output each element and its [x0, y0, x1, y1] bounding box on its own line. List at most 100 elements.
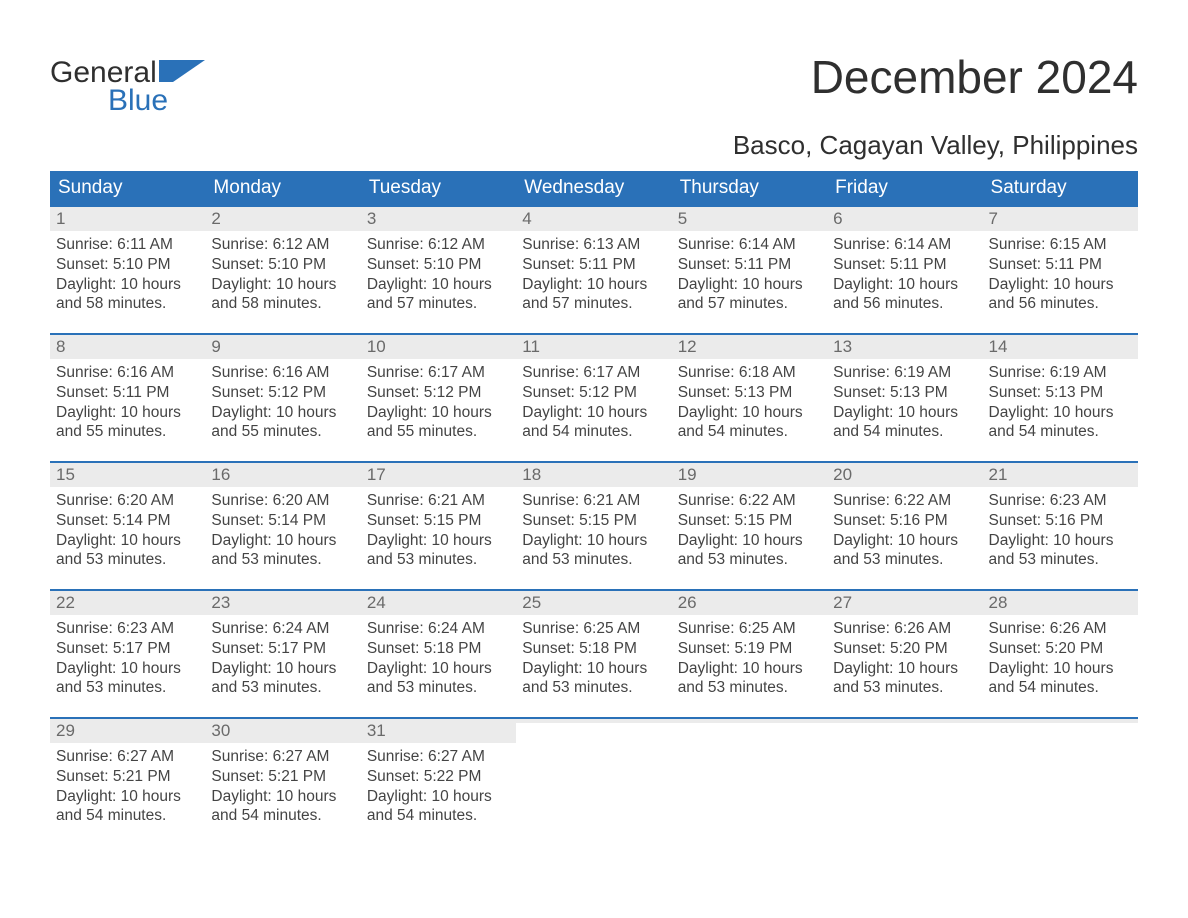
sunrise-text: Sunrise: 6:21 AM: [522, 491, 667, 511]
day-number: 18: [522, 465, 541, 484]
calendar-day-cell: [672, 719, 827, 845]
day-number: 9: [211, 337, 220, 356]
day-number-bar: 21: [983, 463, 1138, 487]
calendar-day-cell: 24Sunrise: 6:24 AMSunset: 5:18 PMDayligh…: [361, 591, 516, 717]
sunset-text: Sunset: 5:11 PM: [989, 255, 1134, 275]
day-body: Sunrise: 6:16 AMSunset: 5:12 PMDaylight:…: [205, 359, 360, 446]
daylight-text: Daylight: 10 hours and 56 minutes.: [833, 275, 978, 315]
sunrise-text: Sunrise: 6:16 AM: [211, 363, 356, 383]
day-body: Sunrise: 6:21 AMSunset: 5:15 PMDaylight:…: [516, 487, 671, 574]
day-body: Sunrise: 6:17 AMSunset: 5:12 PMDaylight:…: [361, 359, 516, 446]
calendar-day-cell: 21 Sunrise: 6:23 AMSunset: 5:16 PMDayligh…: [983, 463, 1138, 589]
sunrise-text: Sunrise: 6:17 AM: [522, 363, 667, 383]
day-body: [983, 723, 1138, 731]
day-number: 13: [833, 337, 852, 356]
day-number: 29: [56, 721, 75, 740]
daylight-text: Daylight: 10 hours and 54 minutes.: [211, 787, 356, 827]
day-number: 26: [678, 593, 697, 612]
day-body: Sunrise: 6:14 AMSunset: 5:11 PMDaylight:…: [827, 231, 982, 318]
sunset-text: Sunset: 5:15 PM: [522, 511, 667, 531]
day-number: 10: [367, 337, 386, 356]
daylight-text: Daylight: 10 hours and 54 minutes.: [522, 403, 667, 443]
day-body: [827, 723, 982, 731]
sunset-text: Sunset: 5:10 PM: [56, 255, 201, 275]
day-number: 25: [522, 593, 541, 612]
day-number: 8: [56, 337, 65, 356]
day-number-bar: 11: [516, 335, 671, 359]
sunset-text: Sunset: 5:14 PM: [211, 511, 356, 531]
sunset-text: Sunset: 5:10 PM: [211, 255, 356, 275]
sunrise-text: Sunrise: 6:23 AM: [989, 491, 1134, 511]
day-number-bar: 15: [50, 463, 205, 487]
day-number: 24: [367, 593, 386, 612]
day-number-bar: 7: [983, 207, 1138, 231]
sunset-text: Sunset: 5:15 PM: [678, 511, 823, 531]
day-number: 3: [367, 209, 376, 228]
calendar-header-row: Sunday Monday Tuesday Wednesday Thursday…: [50, 171, 1138, 205]
sunrise-text: Sunrise: 6:26 AM: [833, 619, 978, 639]
day-number-bar: 2: [205, 207, 360, 231]
sunrise-text: Sunrise: 6:14 AM: [678, 235, 823, 255]
daylight-text: Daylight: 10 hours and 53 minutes.: [833, 659, 978, 699]
calendar-day-cell: 9 Sunrise: 6:16 AMSunset: 5:12 PMDaylight…: [205, 335, 360, 461]
day-number-bar: 24: [361, 591, 516, 615]
day-number-bar: 22: [50, 591, 205, 615]
calendar-day-cell: 31Sunrise: 6:27 AMSunset: 5:22 PMDayligh…: [361, 719, 516, 845]
calendar-day-cell: 28Sunrise: 6:26 AMSunset: 5:20 PMDayligh…: [983, 591, 1138, 717]
day-number-bar: 28: [983, 591, 1138, 615]
daylight-text: Daylight: 10 hours and 55 minutes.: [211, 403, 356, 443]
day-number: 30: [211, 721, 230, 740]
col-tuesday: Tuesday: [361, 171, 516, 205]
daylight-text: Daylight: 10 hours and 53 minutes.: [989, 531, 1134, 571]
day-number: 14: [989, 337, 1008, 356]
day-number-bar: 8: [50, 335, 205, 359]
sunset-text: Sunset: 5:12 PM: [211, 383, 356, 403]
day-body: Sunrise: 6:12 AMSunset: 5:10 PMDaylight:…: [205, 231, 360, 318]
sunset-text: Sunset: 5:11 PM: [522, 255, 667, 275]
page-title: December 2024: [811, 50, 1138, 104]
day-body: [516, 723, 671, 731]
calendar-day-cell: 11Sunrise: 6:17 AMSunset: 5:12 PMDayligh…: [516, 335, 671, 461]
day-number-bar: 16: [205, 463, 360, 487]
brand-logo: General Blue: [50, 38, 205, 116]
sunset-text: Sunset: 5:21 PM: [56, 767, 201, 787]
sunrise-text: Sunrise: 6:22 AM: [833, 491, 978, 511]
sunset-text: Sunset: 5:20 PM: [989, 639, 1134, 659]
day-number-bar: 6: [827, 207, 982, 231]
day-number: 4: [522, 209, 531, 228]
sunrise-text: Sunrise: 6:23 AM: [56, 619, 201, 639]
day-body: [672, 723, 827, 731]
day-number: 23: [211, 593, 230, 612]
calendar-day-cell: [516, 719, 671, 845]
daylight-text: Daylight: 10 hours and 57 minutes.: [678, 275, 823, 315]
day-number: 12: [678, 337, 697, 356]
day-number-bar: 18: [516, 463, 671, 487]
daylight-text: Daylight: 10 hours and 53 minutes.: [678, 659, 823, 699]
sunset-text: Sunset: 5:16 PM: [989, 511, 1134, 531]
day-number: 31: [367, 721, 386, 740]
sunset-text: Sunset: 5:10 PM: [367, 255, 512, 275]
sunrise-text: Sunrise: 6:14 AM: [833, 235, 978, 255]
calendar-day-cell: 15Sunrise: 6:20 AMSunset: 5:14 PMDayligh…: [50, 463, 205, 589]
daylight-text: Daylight: 10 hours and 53 minutes.: [833, 531, 978, 571]
sunrise-text: Sunrise: 6:13 AM: [522, 235, 667, 255]
sunrise-text: Sunrise: 6:16 AM: [56, 363, 201, 383]
day-number-bar: 14: [983, 335, 1138, 359]
calendar-day-cell: 29Sunrise: 6:27 AMSunset: 5:21 PMDayligh…: [50, 719, 205, 845]
location-subtitle: Basco, Cagayan Valley, Philippines: [50, 130, 1138, 161]
sunset-text: Sunset: 5:14 PM: [56, 511, 201, 531]
day-number: 22: [56, 593, 75, 612]
day-number-bar: 3: [361, 207, 516, 231]
day-body: Sunrise: 6:17 AMSunset: 5:12 PMDaylight:…: [516, 359, 671, 446]
day-number: 28: [989, 593, 1008, 612]
day-body: Sunrise: 6:20 AMSunset: 5:14 PMDaylight:…: [50, 487, 205, 574]
day-number-bar: 5: [672, 207, 827, 231]
sunrise-text: Sunrise: 6:20 AM: [211, 491, 356, 511]
calendar-week: 1Sunrise: 6:11 AMSunset: 5:10 PMDaylight…: [50, 205, 1138, 333]
sunrise-text: Sunrise: 6:18 AM: [678, 363, 823, 383]
calendar-day-cell: 17Sunrise: 6:21 AMSunset: 5:15 PMDayligh…: [361, 463, 516, 589]
day-number-bar: 19: [672, 463, 827, 487]
calendar-day-cell: 12Sunrise: 6:18 AMSunset: 5:13 PMDayligh…: [672, 335, 827, 461]
day-body: Sunrise: 6:23 AMSunset: 5:17 PMDaylight:…: [50, 615, 205, 702]
day-number-bar: 27: [827, 591, 982, 615]
